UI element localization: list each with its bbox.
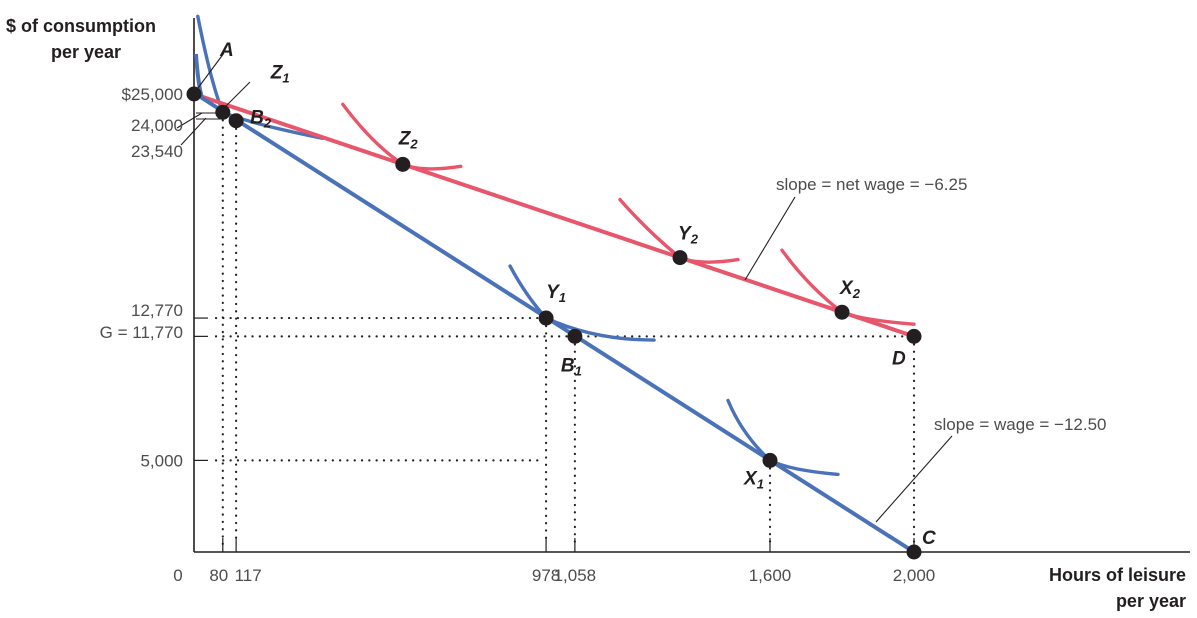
point-label-d: D xyxy=(892,348,906,369)
point-d-dot xyxy=(906,328,922,344)
point-label-a: A xyxy=(219,40,234,61)
point-label-b1: B1 xyxy=(561,355,582,378)
x-axis-title-line1: Hours of leisure xyxy=(1049,565,1186,585)
axes xyxy=(193,18,1190,553)
point-a-leader xyxy=(197,52,225,89)
point-a-dot xyxy=(186,86,202,102)
x-tick-label-117: 117 xyxy=(235,566,262,585)
point-label-b2: B2 xyxy=(250,108,272,131)
net-wage-leader xyxy=(744,196,796,281)
point-b1-dot xyxy=(567,328,583,344)
y-tick-label-12770: 12,770 xyxy=(131,301,183,320)
point-y1-dot xyxy=(538,310,554,326)
wage-leader xyxy=(875,435,953,523)
indifference-curves xyxy=(196,14,916,477)
point-label-x1: X1 xyxy=(743,468,764,491)
y-tick-label-23540: 23,540 xyxy=(131,142,183,161)
point-label-c: C xyxy=(922,528,936,549)
y-axis-title-line2: per year xyxy=(51,42,121,62)
tick-23540-leader xyxy=(180,117,207,146)
y-tick-label-24000: 24,000 xyxy=(131,116,183,135)
x-tick-label-0: 0 xyxy=(173,566,182,585)
point-label-y2: Y2 xyxy=(678,224,699,247)
point-x1-dot xyxy=(762,452,778,468)
y-tick-label-5000: 5,000 xyxy=(140,451,183,470)
point-b2-dot xyxy=(228,113,244,129)
leader-lines xyxy=(176,52,953,523)
indifference-curve-x1 xyxy=(726,398,840,477)
x-tick-label-978: 978 xyxy=(532,566,560,585)
points xyxy=(186,86,922,560)
point-z2-dot xyxy=(395,156,411,172)
x-tick-label-1600: 1,600 xyxy=(749,566,792,585)
point-label-x2: X2 xyxy=(839,278,861,301)
point-z1-dot xyxy=(215,104,231,120)
point-y2-dot xyxy=(672,250,688,266)
y-tick-label-25000: $25,000 xyxy=(122,85,183,104)
x-tick-label-2000: 2,000 xyxy=(893,566,936,585)
point-label-z2: Z2 xyxy=(398,128,419,151)
y-axis-title-line1: $ of consumption xyxy=(6,16,156,36)
guide-lines xyxy=(214,119,916,546)
wage-budget-line xyxy=(194,53,916,554)
x-tick-label-1058: 1,058 xyxy=(554,566,597,585)
point-x2-dot xyxy=(834,304,850,320)
net-wage-budget-line xyxy=(193,92,915,339)
x-tick-label-80: 80 xyxy=(209,566,228,585)
point-label-z1: Z1 xyxy=(270,62,290,85)
indifference-curve-y1 xyxy=(508,264,656,342)
y-tick-label-11770: G = 11,770 xyxy=(100,323,183,342)
tick-24000-leader xyxy=(176,112,203,129)
x-axis-title-line2: per year xyxy=(1116,591,1186,611)
wage-slope-annotation: slope = wage = −12.50 xyxy=(934,415,1107,434)
net-wage-slope-annotation: slope = net wage = −6.25 xyxy=(776,175,967,194)
point-z1-leader xyxy=(225,81,251,107)
point-label-y1: Y1 xyxy=(546,282,566,305)
budget-lines xyxy=(193,53,916,554)
